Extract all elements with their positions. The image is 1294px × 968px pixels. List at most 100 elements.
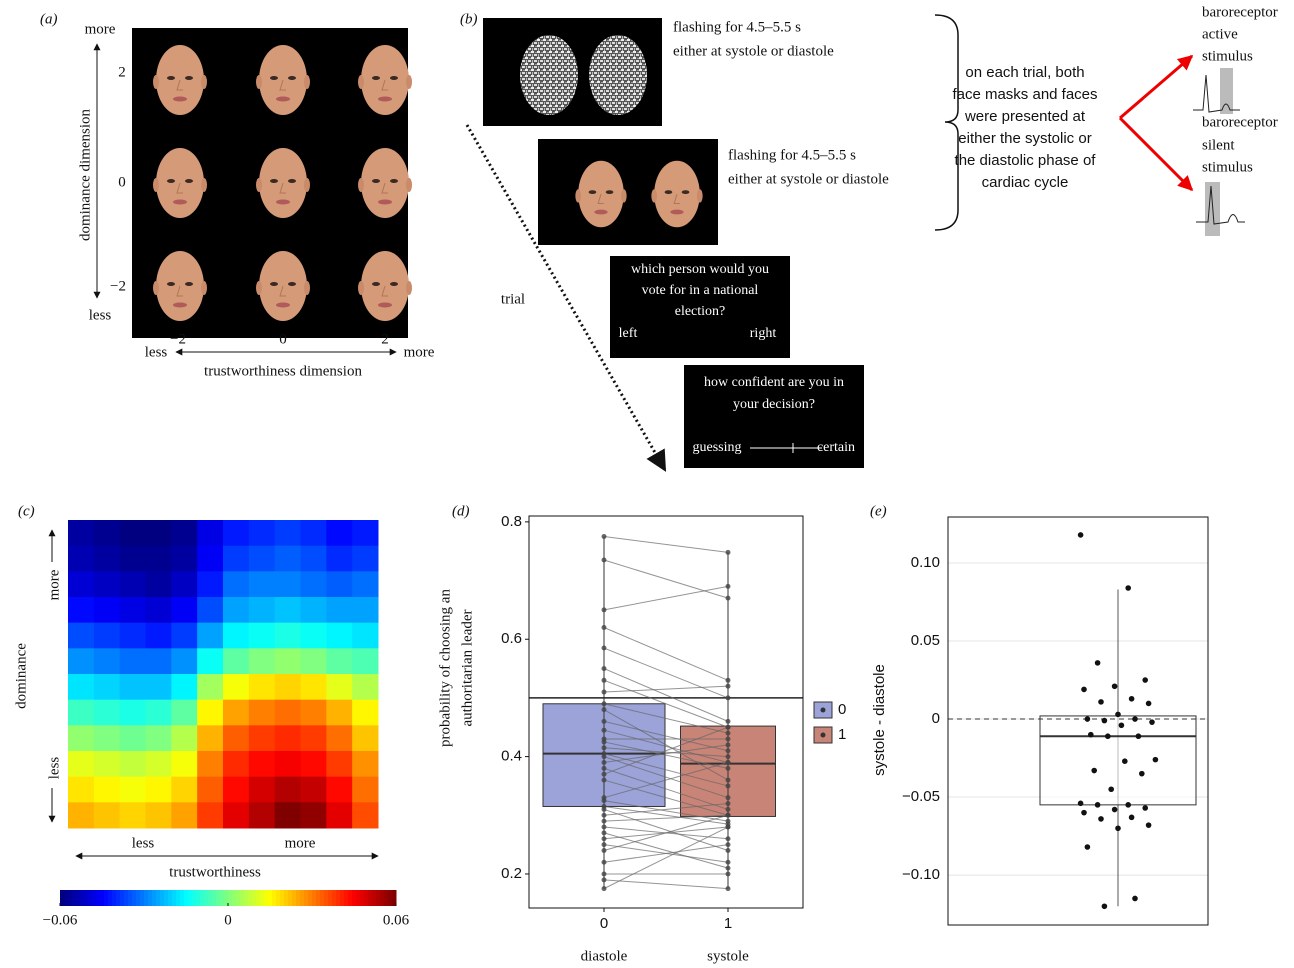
heat-cell: [93, 751, 121, 778]
point: [725, 549, 731, 555]
pair-line: [603, 767, 729, 810]
ear: [201, 281, 207, 295]
heat-cell: [326, 802, 353, 829]
colorbar-step: [304, 890, 309, 906]
point: [1084, 716, 1091, 722]
heat-cell: [326, 776, 353, 803]
point: [1098, 816, 1104, 822]
step-text: flashing for 4.5–5.5 s: [728, 147, 856, 163]
pair-line: [603, 803, 729, 816]
heat-cell: [248, 520, 276, 547]
heat-cell: [352, 751, 379, 778]
colorbar-step: [356, 890, 361, 906]
colorbar-step: [284, 890, 289, 906]
point: [601, 818, 607, 824]
point: [601, 727, 607, 733]
heat-cell: [197, 751, 224, 778]
colorbar-step: [332, 890, 337, 906]
point: [1132, 895, 1138, 902]
mouth: [276, 302, 290, 308]
point: [725, 583, 731, 589]
point: [725, 765, 731, 771]
colorbar-step: [188, 890, 193, 906]
point: [725, 777, 731, 783]
heat-cell: [145, 622, 172, 649]
point: [601, 754, 607, 760]
heat-cell: [274, 674, 301, 701]
plot-frame: [528, 515, 804, 909]
x-less: less: [145, 344, 168, 360]
heat-cell: [171, 699, 198, 726]
eye: [185, 76, 193, 80]
heat-cell: [248, 648, 276, 675]
point: [1108, 786, 1114, 793]
nose: [597, 193, 604, 204]
point: [1084, 844, 1091, 850]
heat-cell: [223, 725, 250, 752]
pair-line: [603, 536, 729, 553]
colorbar-step: [300, 890, 305, 906]
heat-cell: [326, 622, 353, 649]
x-more: more: [285, 835, 316, 851]
heat-cell: [68, 699, 95, 726]
y-tick: −2: [110, 278, 126, 294]
heat-cell: [68, 648, 95, 675]
nose: [279, 285, 286, 297]
y-less: less: [89, 307, 112, 323]
heat-cell: [197, 520, 224, 547]
colorbar-step: [316, 890, 321, 906]
colorbar-step: [208, 890, 213, 906]
y-more: more: [46, 569, 62, 600]
pair-line: [603, 747, 729, 758]
point: [601, 806, 607, 812]
ear: [575, 189, 582, 203]
point: [601, 877, 607, 883]
eye: [185, 282, 193, 286]
point: [601, 859, 607, 865]
colorbar-step: [84, 890, 89, 906]
y-more: more: [85, 21, 116, 37]
heat-cell: [223, 571, 250, 598]
point: [1077, 800, 1084, 807]
pair-line: [603, 559, 729, 599]
colorbar-step: [308, 890, 313, 906]
phase-window: [1220, 68, 1233, 114]
pair-line: [603, 779, 729, 816]
point: [1128, 814, 1135, 821]
point: [725, 859, 731, 865]
point: [725, 742, 731, 748]
heat-cell: [352, 725, 379, 752]
colorbar-step: [120, 890, 125, 906]
point: [725, 783, 731, 789]
heat-cell: [274, 648, 301, 675]
question-screen: [610, 256, 790, 358]
question: vote for in a national: [642, 283, 759, 298]
brace-text: were presented at: [964, 108, 1086, 125]
heat-cell: [145, 725, 172, 752]
y-tick-label: 0.4: [501, 748, 522, 765]
point: [1094, 660, 1101, 666]
x-category: diastole: [581, 948, 628, 964]
point: [1111, 683, 1118, 690]
brace-text: cardiac cycle: [982, 174, 1069, 191]
eye: [270, 76, 278, 80]
heat-cell: [300, 725, 327, 752]
colorbar-step: [260, 890, 265, 906]
mouth: [670, 209, 684, 215]
scale-end: guessing: [693, 440, 742, 455]
pair-line: [603, 668, 729, 722]
heat-cell: [68, 597, 95, 624]
heat-cell: [171, 545, 198, 572]
point: [601, 777, 607, 783]
point: [601, 707, 607, 713]
point: [601, 836, 607, 842]
colorbar-step: [276, 890, 281, 906]
ear: [201, 75, 207, 89]
point: [725, 724, 731, 730]
confidence: your decision?: [733, 397, 815, 412]
colorbar-step: [100, 890, 105, 906]
heat-cell: [223, 545, 250, 572]
pair-line: [603, 647, 729, 699]
heat-cell: [119, 648, 146, 675]
eye: [681, 190, 690, 195]
